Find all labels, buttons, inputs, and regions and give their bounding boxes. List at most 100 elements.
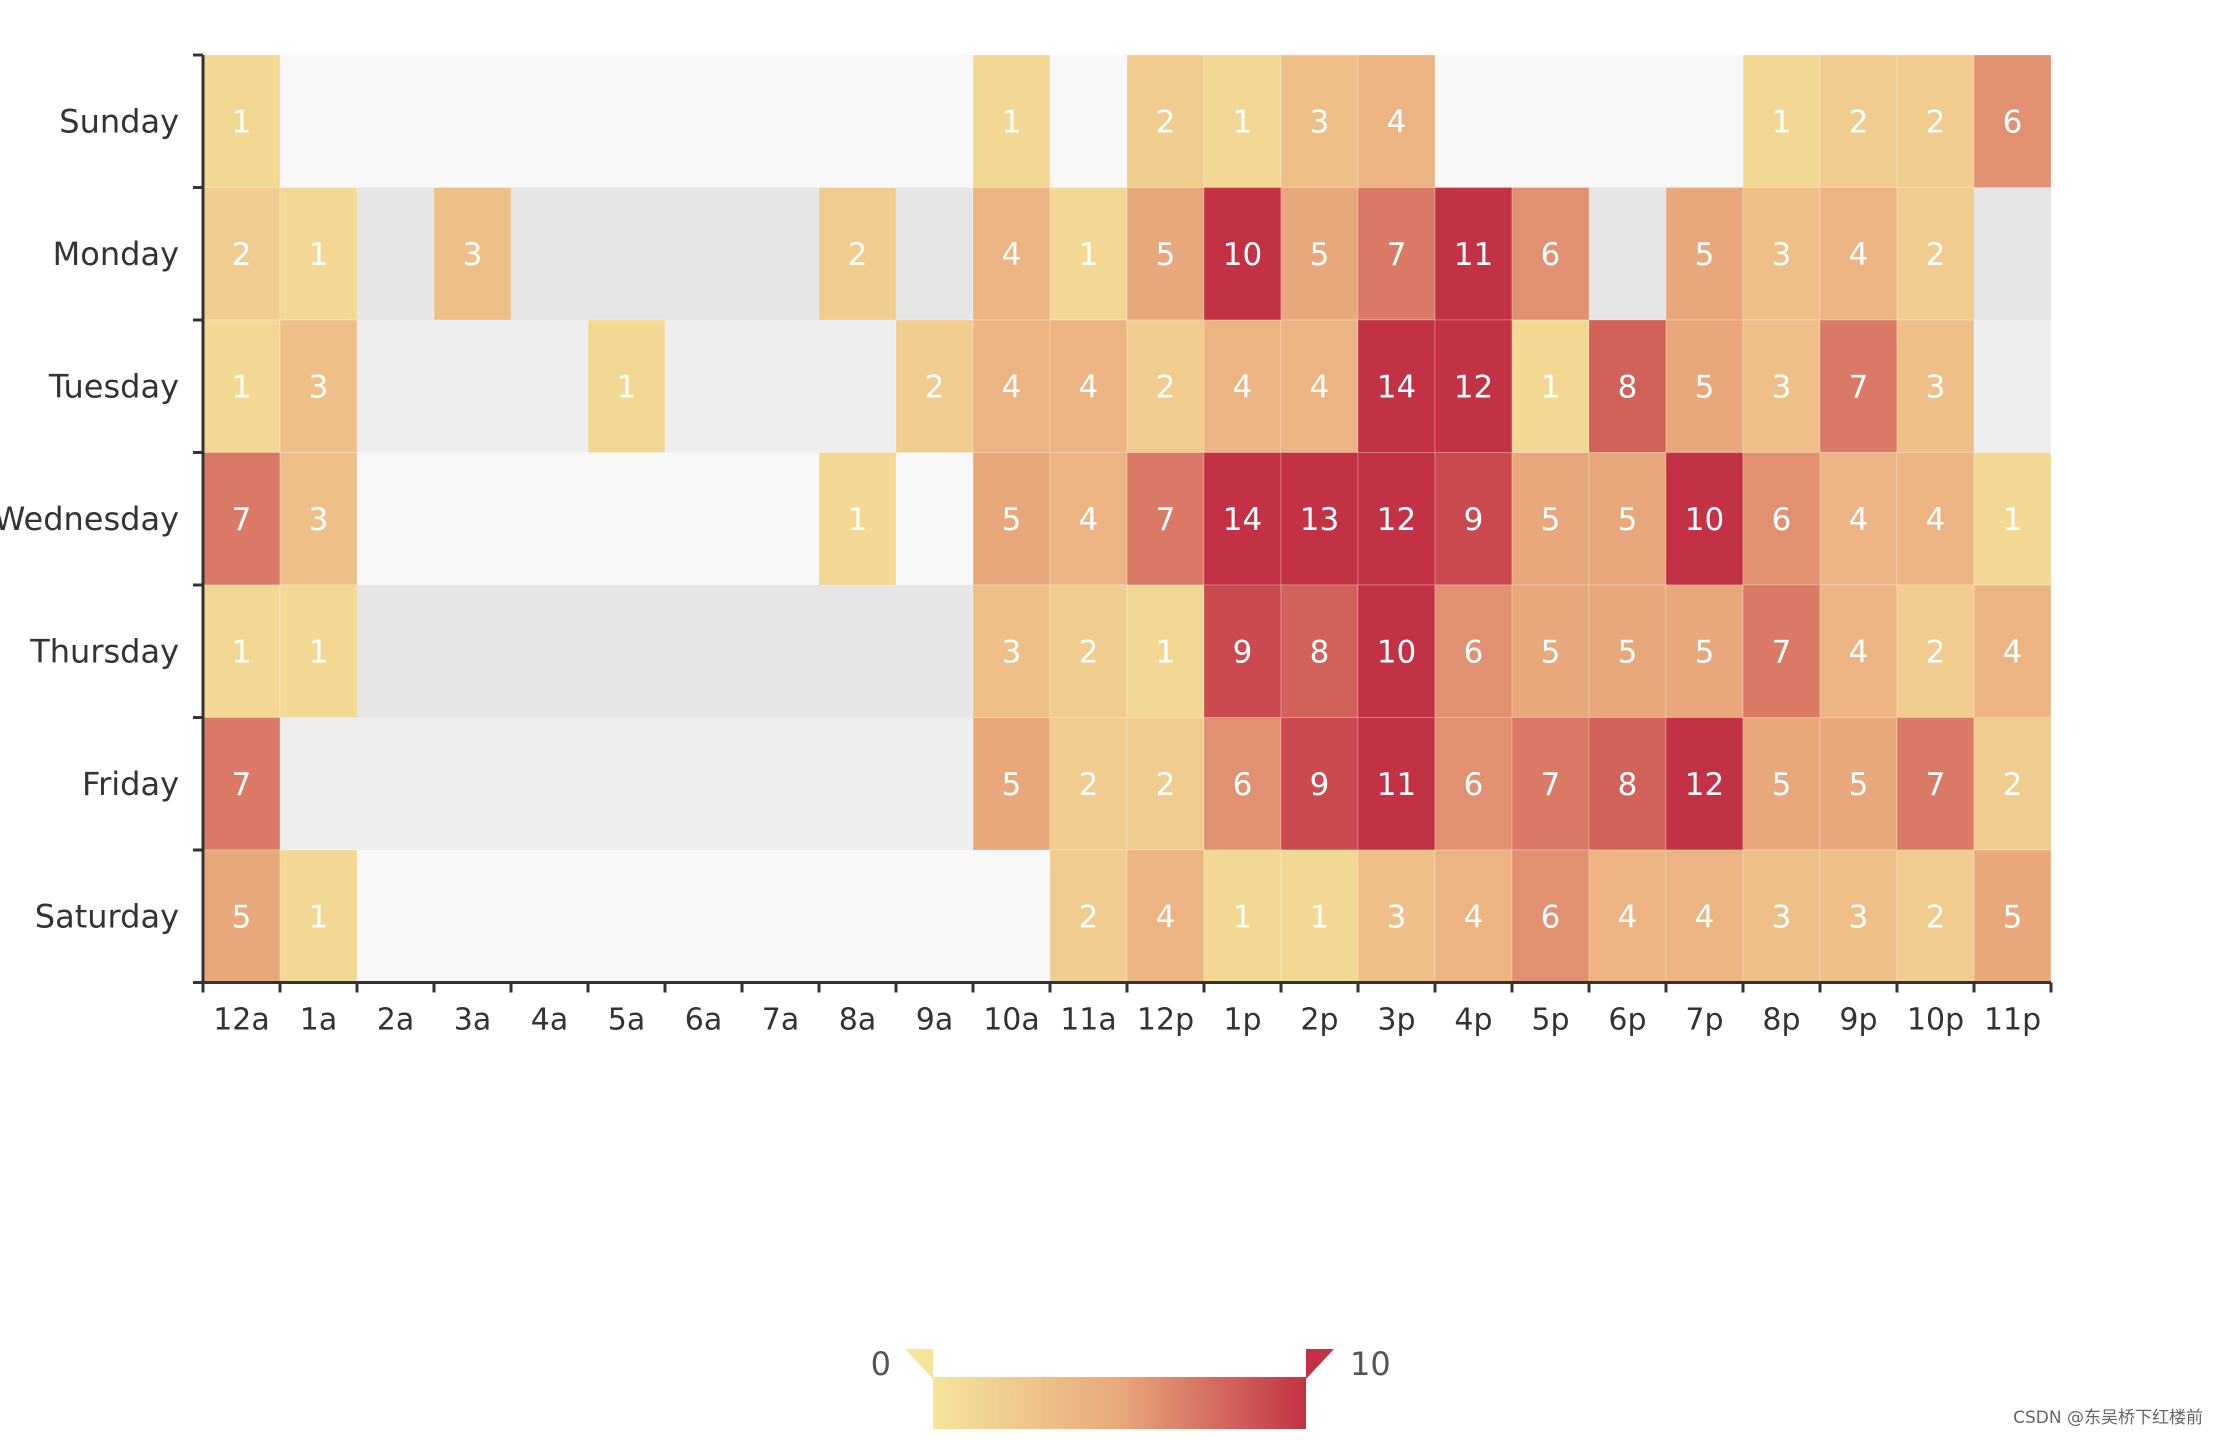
cell-value-label: 5 — [1695, 369, 1715, 405]
heatmap-cell — [357, 320, 434, 453]
cell-value-label: 2 — [1849, 104, 1869, 140]
x-tick-label: 4a — [531, 1003, 568, 1038]
heatmap-cell — [1973, 849, 2052, 983]
heatmap-cell — [357, 452, 434, 585]
y-tick-label: Tuesday — [48, 367, 179, 405]
heatmap-cell — [357, 187, 434, 320]
heatmap-cell — [1049, 452, 1128, 586]
heatmap-cell — [1665, 319, 1744, 453]
watermark-text: CSDN @东吴桥下红楼前 — [2013, 1408, 2203, 1428]
cell-value-label: 13 — [1300, 502, 1339, 538]
cell-value-label: 1 — [1079, 237, 1099, 273]
heatmap-cell — [1973, 584, 2052, 718]
heatmap-cell — [1357, 54, 1436, 188]
heatmap-cell — [511, 850, 588, 983]
x-tick-label: 4p — [1454, 1003, 1492, 1038]
cell-value-label: 6 — [1233, 767, 1253, 803]
heatmap-cell — [1434, 849, 1513, 983]
heatmap-cell — [587, 319, 666, 453]
cell-value-label: 1 — [1310, 899, 1330, 935]
cell-value-label: 3 — [463, 237, 483, 273]
heatmap-cell — [742, 585, 819, 718]
cell-value-label: 14 — [1223, 502, 1262, 538]
cell-value-label: 6 — [1464, 767, 1484, 803]
heatmap-cell — [434, 55, 511, 188]
heatmap-cell — [972, 319, 1051, 453]
cell-value-label: 4 — [1156, 899, 1176, 935]
heatmap-cell — [819, 585, 896, 718]
cell-value-label: 5 — [1695, 237, 1715, 273]
cell-value-label: 5 — [1772, 767, 1792, 803]
cell-value-label: 8 — [1310, 634, 1330, 670]
cell-value-label: 3 — [1849, 899, 1869, 935]
heatmap-cell — [665, 452, 742, 585]
heatmap-cell — [742, 55, 819, 188]
cell-value-label: 2 — [1079, 899, 1099, 935]
heatmap-cell — [1049, 849, 1128, 983]
heatmap-cell — [357, 717, 434, 850]
heatmap-cell — [1434, 717, 1513, 851]
heatmap-cell — [1357, 849, 1436, 983]
heatmap-cell — [972, 54, 1051, 188]
x-tick-label: 8p — [1762, 1003, 1800, 1038]
cell-value-label: 9 — [1233, 634, 1253, 670]
heatmap-cell — [1280, 584, 1359, 718]
cell-value-label: 4 — [1310, 369, 1330, 405]
cell-value-label: 5 — [1695, 634, 1715, 670]
heatmap-cell — [896, 850, 973, 983]
y-tick-label: Saturday — [35, 897, 179, 935]
heatmap-cell — [1434, 319, 1513, 453]
heatmap-cell — [1203, 452, 1282, 586]
heatmap-cell — [1665, 849, 1744, 983]
heatmap-cell — [279, 452, 358, 586]
legend-max-handle — [1306, 1349, 1334, 1379]
cell-value-label: 11 — [1454, 237, 1493, 273]
cell-value-label: 5 — [1002, 767, 1022, 803]
heatmap-cell — [1126, 452, 1205, 586]
cell-value-label: 1 — [2003, 502, 2023, 538]
heatmap-cell — [588, 717, 665, 850]
cell-value-label: 5 — [232, 899, 252, 935]
heatmap-cell — [1973, 54, 2052, 188]
heatmap-cell — [1588, 319, 1667, 453]
y-tick-label: Thursday — [29, 632, 179, 670]
cell-value-label: 7 — [1926, 767, 1946, 803]
heatmap-cell — [357, 585, 434, 718]
cell-value-label: 9 — [1310, 767, 1330, 803]
cell-value-label: 2 — [1156, 104, 1176, 140]
heatmap-cell — [511, 320, 588, 453]
x-tick-label: 12p — [1137, 1003, 1194, 1038]
heatmap-cell — [588, 850, 665, 983]
legend-max-label: 10 — [1350, 1345, 1391, 1383]
heatmap-cell — [1126, 187, 1205, 321]
heatmap-cell — [588, 55, 665, 188]
cell-value-label: 8 — [1618, 767, 1638, 803]
heatmap-cell — [1203, 584, 1282, 718]
cell-value-label: 6 — [1464, 634, 1484, 670]
x-tick-label: 3a — [454, 1003, 491, 1038]
heatmap-cell — [1126, 54, 1205, 188]
heatmap-cell — [434, 717, 511, 850]
cell-value-label: 1 — [1233, 104, 1253, 140]
cell-value-label: 4 — [1618, 899, 1638, 935]
cell-value-label: 7 — [1849, 369, 1869, 405]
heatmap-cell — [1049, 717, 1128, 851]
heatmap-cell — [1589, 187, 1666, 320]
heatmap-cell — [1126, 849, 1205, 983]
heatmap-cell — [1819, 717, 1898, 851]
cell-value-label: 1 — [309, 634, 329, 670]
heatmap-cell — [665, 717, 742, 850]
cell-value-label: 4 — [1695, 899, 1715, 935]
legend-color-bar — [933, 1377, 1306, 1429]
y-tick-label: Sunday — [59, 102, 179, 140]
heatmap-cell — [434, 452, 511, 585]
cell-value-label: 2 — [848, 237, 868, 273]
cell-value-label: 2 — [1926, 634, 1946, 670]
cell-value-label: 2 — [1926, 899, 1946, 935]
heatmap-cell — [1434, 187, 1513, 321]
heatmap-cell — [279, 187, 358, 321]
heatmap-cell — [1896, 584, 1975, 718]
heatmap-cell — [665, 187, 742, 320]
heatmap-cell — [742, 717, 819, 850]
heatmap-cell — [1280, 849, 1359, 983]
